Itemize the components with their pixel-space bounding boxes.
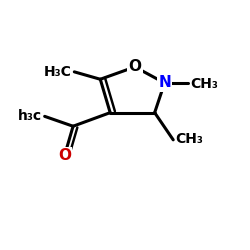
Text: h₃c: h₃c bbox=[18, 109, 42, 123]
Text: O: O bbox=[128, 60, 141, 74]
Text: H₃C: H₃C bbox=[44, 65, 72, 79]
Text: CH₃: CH₃ bbox=[176, 132, 204, 145]
Text: N: N bbox=[158, 76, 171, 90]
Text: CH₃: CH₃ bbox=[190, 77, 218, 91]
Text: O: O bbox=[58, 148, 71, 164]
